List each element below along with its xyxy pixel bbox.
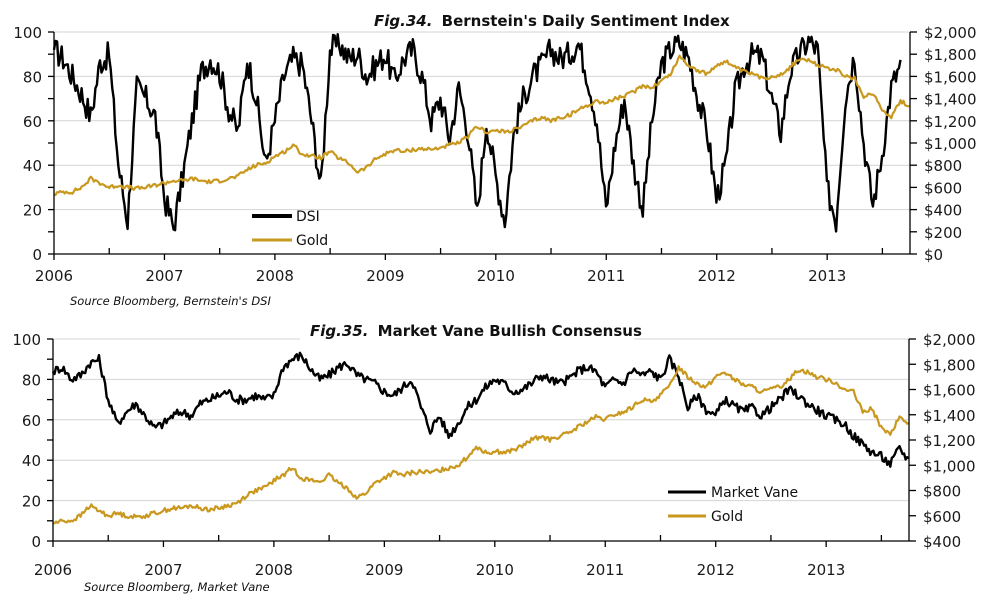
right-tick-label: $1,200 [924, 113, 977, 131]
series-gold [53, 365, 910, 525]
x-tick-label: 2008 [256, 267, 294, 285]
tick-labels: 0 20 40 60 80 100 $400 $600 $800 $1,000 $1,200 $1,4… [12, 331, 975, 579]
left-tick-label: 60 [22, 412, 41, 430]
legend-label-market-vane: Market Vane [711, 485, 798, 501]
source-note: Source Bloomberg, Market Vane [84, 580, 270, 594]
title-text: Bernstein's Daily Sentiment Index [442, 12, 730, 30]
figure-number: Fig.34. [374, 12, 432, 30]
x-tick-label: 2008 [255, 561, 293, 579]
right-tick-label: $1,600 [924, 68, 977, 86]
right-tick-label: $1,800 [924, 46, 977, 64]
legend-label-gold: Gold [711, 509, 743, 525]
left-tick-label: 20 [22, 493, 41, 511]
market-vane-chart: 0 20 40 60 80 100 $400 $600 $800 $1,000 $1,200 $1,4… [12, 318, 976, 594]
x-tick-label: 2012 [698, 267, 736, 285]
tick-labels: 0 20 40 60 80 100 $0 $200 $400 $600 $800 $1,000 $1,2… [13, 24, 976, 285]
x-tick-label: 2009 [366, 267, 404, 285]
source-note: Source Bloomberg, Bernstein's DSI [70, 294, 271, 308]
right-tick-label: $400 [924, 202, 962, 220]
right-tick-label: $800 [923, 483, 961, 501]
x-tick-label: 2006 [35, 267, 73, 285]
legend-label-dsi: DSI [296, 209, 320, 225]
left-tick-label: 0 [31, 533, 41, 551]
left-tick-label: 100 [12, 331, 41, 349]
left-tick-label: 40 [22, 452, 41, 470]
right-tick-label: $600 [924, 179, 962, 197]
legend: DSI Gold [252, 209, 328, 249]
x-tick-label: 2010 [476, 561, 514, 579]
series-lines [51, 351, 910, 525]
right-tick-label: $1,200 [923, 432, 976, 450]
x-tick-label: 2007 [144, 561, 182, 579]
dsi-chart: 0 20 40 60 80 100 $0 $200 $400 $600 $800 $1,000 $1,2… [13, 8, 977, 308]
series-lines [52, 33, 910, 233]
right-tick-label: $800 [924, 157, 962, 175]
right-tick-label: $400 [923, 533, 961, 551]
axes [48, 31, 917, 260]
left-tick-label: 80 [22, 371, 41, 389]
chart-title: Fig.34. Bernstein's Daily Sentiment Inde… [374, 12, 730, 30]
x-tick-label: 2009 [365, 561, 403, 579]
series-market-vane [51, 351, 910, 468]
x-tick-label: 2013 [807, 561, 845, 579]
right-tick-label: $1,000 [924, 135, 977, 153]
left-tick-label: 40 [23, 157, 42, 175]
title-background [300, 318, 634, 340]
axes [47, 338, 916, 547]
legend: Market Vane Gold [668, 485, 798, 525]
left-tick-label: 100 [13, 24, 42, 42]
x-tick-label: 2011 [586, 561, 624, 579]
right-tick-label: $1,600 [923, 382, 976, 400]
series-dsi [52, 33, 902, 233]
title-text: Market Vane Bullish Consensus [378, 322, 642, 340]
left-tick-label: 80 [23, 68, 42, 86]
x-tick-label: 2007 [145, 267, 183, 285]
right-tick-label: $1,000 [923, 457, 976, 475]
right-tick-label: $1,800 [923, 356, 976, 374]
x-tick-label: 2013 [808, 267, 846, 285]
figure-number: Fig.35. [310, 322, 368, 340]
left-tick-label: 60 [23, 113, 42, 131]
left-tick-label: 20 [23, 202, 42, 220]
right-tick-label: $600 [923, 508, 961, 526]
x-tick-label: 2010 [477, 267, 515, 285]
chart-title: Fig.35. Market Vane Bullish Consensus [310, 322, 642, 340]
x-tick-label: 2006 [34, 561, 72, 579]
legend-label-gold: Gold [296, 233, 328, 249]
right-tick-label: $2,000 [923, 331, 976, 349]
series-gold [53, 54, 910, 197]
left-tick-label: 0 [32, 246, 42, 264]
right-tick-label: $2,000 [924, 24, 977, 42]
title-background [316, 8, 646, 30]
x-tick-label: 2011 [587, 267, 625, 285]
right-tick-label: $200 [924, 224, 962, 242]
right-tick-label: $0 [924, 246, 943, 264]
right-tick-label: $1,400 [923, 407, 976, 425]
grid-lines [53, 338, 909, 502]
right-tick-label: $1,400 [924, 91, 977, 109]
x-tick-label: 2012 [697, 561, 735, 579]
